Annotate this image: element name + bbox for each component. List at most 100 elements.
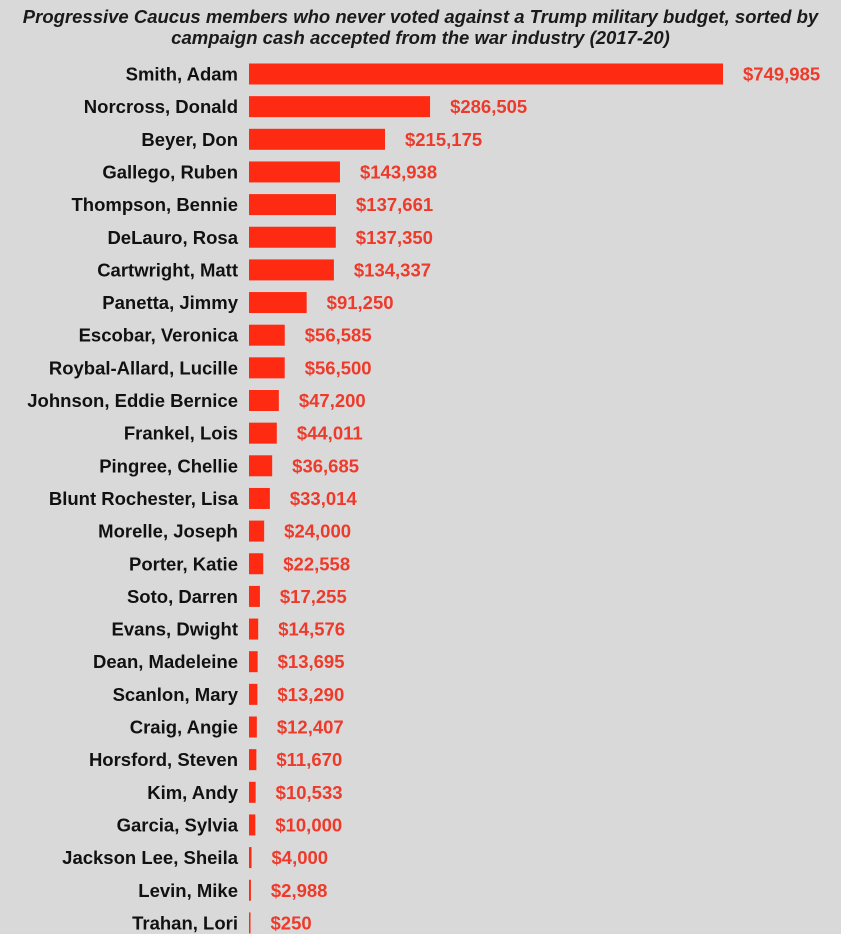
category-label: Cartwright, Matt — [97, 259, 238, 280]
bar-row: Gallego, Ruben $143,938 — [102, 161, 437, 183]
value-label: $13,695 — [278, 651, 345, 672]
value-label: $13,290 — [277, 684, 344, 705]
value-label: $250 — [271, 912, 312, 933]
bar-row: Jackson Lee, Sheila $4,000 — [62, 847, 329, 869]
category-label: Jackson Lee, Sheila — [62, 847, 239, 868]
value-label: $749,985 — [743, 64, 820, 85]
bar-row: Kim, Andy $10,533 — [147, 781, 343, 803]
chart-title-line-2: campaign cash accepted from the war indu… — [171, 27, 670, 48]
bar — [249, 128, 385, 150]
bar-row: DeLauro, Rosa $137,350 — [107, 226, 433, 248]
bar — [249, 814, 256, 836]
bar — [249, 96, 431, 118]
value-label: $56,585 — [305, 325, 372, 346]
bar — [249, 390, 279, 411]
bar — [249, 912, 251, 934]
bar-row: Dean, Madeleine $13,695 — [93, 651, 345, 673]
category-label: Scanlon, Mary — [113, 684, 239, 705]
bar-row: Escobar, Veronica $56,585 — [79, 324, 372, 346]
bar-row: Roybal-Allard, Lucille $56,500 — [49, 357, 372, 379]
category-label: Roybal-Allard, Lucille — [49, 357, 238, 378]
bar — [249, 520, 265, 542]
category-label: Kim, Andy — [147, 782, 239, 803]
category-label: Panetta, Jimmy — [102, 292, 238, 313]
category-label: Escobar, Veronica — [79, 325, 239, 346]
value-label: $14,576 — [278, 619, 345, 640]
value-label: $91,250 — [327, 292, 394, 313]
category-label: Porter, Katie — [129, 553, 238, 574]
bar — [249, 847, 252, 869]
value-label: $4,000 — [272, 847, 329, 868]
value-label: $143,938 — [360, 161, 437, 182]
bar-row: Johnson, Eddie Bernice $47,200 — [27, 390, 366, 411]
value-label: $17,255 — [280, 586, 347, 607]
category-label: Morelle, Joseph — [98, 521, 238, 542]
value-label: $11,670 — [276, 749, 342, 770]
value-label: $44,011 — [297, 423, 363, 444]
value-label: $36,685 — [292, 455, 359, 476]
category-label: Trahan, Lori — [132, 912, 238, 933]
bar-row: Frankel, Lois $44,011 — [124, 422, 363, 444]
bar — [249, 292, 307, 314]
category-label: Evans, Dwight — [112, 619, 238, 640]
bar-row: Soto, Darren $17,255 — [127, 585, 347, 607]
chart-title: Progressive Caucus members who never vot… — [0, 6, 841, 48]
category-label: Horsford, Steven — [89, 749, 238, 770]
category-label: Frankel, Lois — [124, 423, 238, 444]
bar — [249, 618, 259, 640]
category-label: Blunt Rochester, Lisa — [49, 488, 239, 509]
category-label: Pingree, Chellie — [99, 455, 238, 476]
value-label: $286,505 — [450, 96, 527, 117]
bar-row: Craig, Angie $12,407 — [130, 716, 344, 738]
bar — [249, 585, 260, 607]
category-label: Soto, Darren — [127, 586, 238, 607]
bar — [249, 422, 277, 444]
bar-row: Porter, Katie $22,558 — [129, 553, 350, 575]
bar-row: Beyer, Don $215,175 — [141, 128, 482, 150]
bar — [249, 553, 264, 575]
category-label: Smith, Adam — [126, 64, 238, 85]
bar — [249, 781, 256, 803]
bar-row: Horsford, Steven $11,670 — [89, 749, 342, 771]
bar-row: Garcia, Sylvia $10,000 — [117, 814, 342, 836]
value-label: $12,407 — [277, 717, 344, 738]
bar-row: Cartwright, Matt $134,337 — [97, 259, 431, 281]
value-label: $215,175 — [405, 129, 482, 150]
bar-row: Blunt Rochester, Lisa $33,014 — [49, 487, 357, 509]
bar-row: Pingree, Chellie $36,685 — [99, 455, 359, 477]
bar — [249, 683, 258, 705]
bar — [249, 324, 285, 346]
bar — [249, 749, 257, 771]
bar-row: Scanlon, Mary $13,290 — [113, 683, 344, 705]
bar — [249, 879, 251, 901]
value-label: $56,500 — [305, 357, 372, 378]
value-label: $134,337 — [354, 259, 431, 280]
value-label: $22,558 — [283, 553, 350, 574]
category-label: Levin, Mike — [138, 880, 238, 901]
category-label: Dean, Madeleine — [93, 651, 238, 672]
category-label: Beyer, Don — [141, 129, 238, 150]
value-label: $47,200 — [299, 390, 366, 411]
category-label: Garcia, Sylvia — [117, 814, 239, 835]
category-label: DeLauro, Rosa — [107, 227, 238, 248]
value-label: $24,000 — [284, 521, 351, 542]
value-label: $137,350 — [356, 227, 433, 248]
bar — [249, 226, 336, 248]
bar-row: Panetta, Jimmy $91,250 — [102, 292, 394, 314]
bar-row: Trahan, Lori $250 — [132, 912, 312, 934]
bar — [249, 487, 270, 509]
bar-row: Smith, Adam $749,985 — [126, 63, 820, 85]
category-label: Johnson, Eddie Bernice — [27, 390, 238, 411]
value-label: $10,000 — [275, 814, 342, 835]
category-label: Gallego, Ruben — [102, 161, 238, 182]
category-label: Thompson, Bennie — [72, 194, 239, 215]
bar-row: Morelle, Joseph $24,000 — [98, 520, 351, 542]
bar-row: Evans, Dwight $14,576 — [112, 618, 345, 640]
bar — [249, 716, 257, 738]
value-label: $10,533 — [276, 782, 343, 803]
chart-title-line-1: Progressive Caucus members who never vot… — [22, 6, 819, 27]
bar-row: Norcross, Donald $286,505 — [84, 96, 527, 118]
category-label: Norcross, Donald — [84, 96, 238, 117]
